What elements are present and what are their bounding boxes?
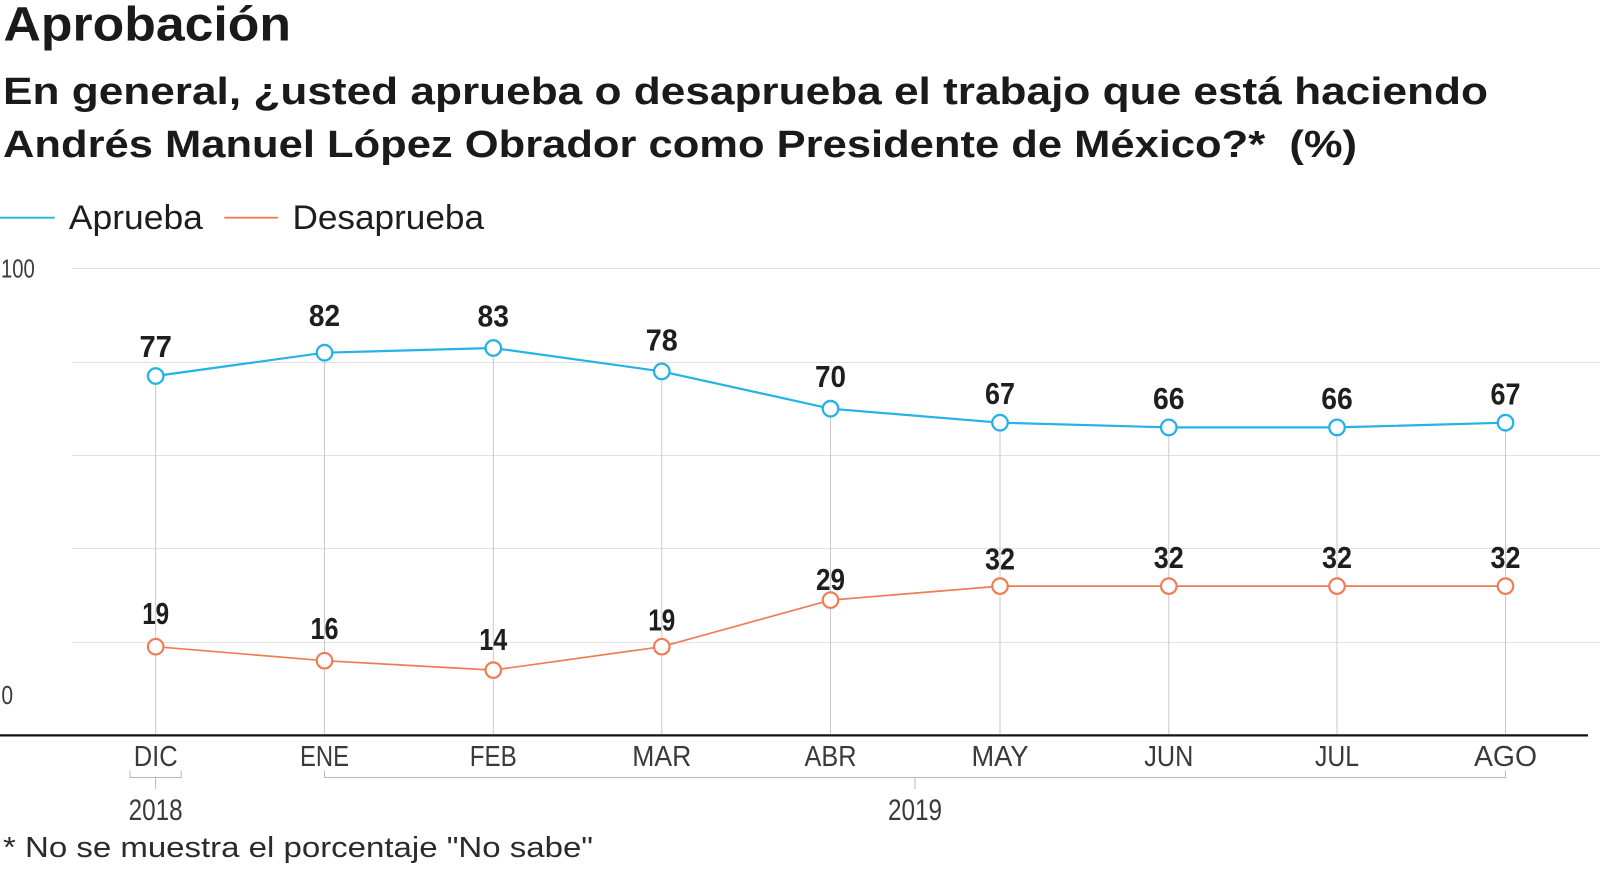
svg-text:66: 66 bbox=[1321, 382, 1353, 416]
svg-text:19: 19 bbox=[142, 597, 169, 631]
svg-text:82: 82 bbox=[309, 299, 340, 333]
svg-text:En general, ¿usted aprueba o d: En general, ¿usted aprueba o desaprueba … bbox=[3, 71, 1488, 113]
svg-text:32: 32 bbox=[1154, 541, 1184, 575]
svg-text:0: 0 bbox=[1, 680, 13, 710]
svg-text:JUN: JUN bbox=[1144, 741, 1193, 773]
svg-text:FEB: FEB bbox=[470, 741, 517, 773]
svg-text:MAR: MAR bbox=[632, 741, 691, 773]
svg-text:Desaprueba: Desaprueba bbox=[293, 199, 485, 237]
svg-text:32: 32 bbox=[1322, 541, 1352, 575]
svg-text:14: 14 bbox=[479, 623, 507, 657]
svg-text:Aprobación: Aprobación bbox=[4, 0, 292, 52]
svg-text:70: 70 bbox=[815, 360, 846, 394]
svg-text:66: 66 bbox=[1153, 382, 1185, 416]
svg-text:100: 100 bbox=[1, 254, 35, 284]
svg-text:AGO: AGO bbox=[1474, 741, 1537, 773]
svg-text:Aprueba: Aprueba bbox=[69, 199, 203, 237]
svg-text:77: 77 bbox=[139, 330, 172, 364]
svg-text:JUL: JUL bbox=[1315, 741, 1359, 773]
svg-text:ENE: ENE bbox=[300, 741, 349, 773]
svg-text:* No se muestra el porcentaje: * No se muestra el porcentaje "No sabe" bbox=[3, 832, 593, 864]
svg-text:19: 19 bbox=[648, 604, 675, 638]
svg-text:Andrés Manuel López Obrador co: Andrés Manuel López Obrador como Preside… bbox=[3, 124, 1357, 166]
svg-text:83: 83 bbox=[478, 300, 510, 334]
svg-text:2019: 2019 bbox=[888, 794, 942, 827]
svg-text:67: 67 bbox=[985, 377, 1015, 411]
svg-text:16: 16 bbox=[311, 612, 339, 646]
svg-text:ABR: ABR bbox=[805, 741, 857, 773]
svg-text:32: 32 bbox=[1491, 541, 1521, 575]
svg-text:DIC: DIC bbox=[134, 741, 178, 773]
svg-text:78: 78 bbox=[646, 323, 678, 357]
svg-text:MAY: MAY bbox=[972, 741, 1029, 773]
svg-text:29: 29 bbox=[816, 563, 845, 597]
svg-text:32: 32 bbox=[985, 543, 1015, 577]
svg-text:67: 67 bbox=[1491, 377, 1521, 411]
svg-text:2018: 2018 bbox=[129, 794, 183, 827]
